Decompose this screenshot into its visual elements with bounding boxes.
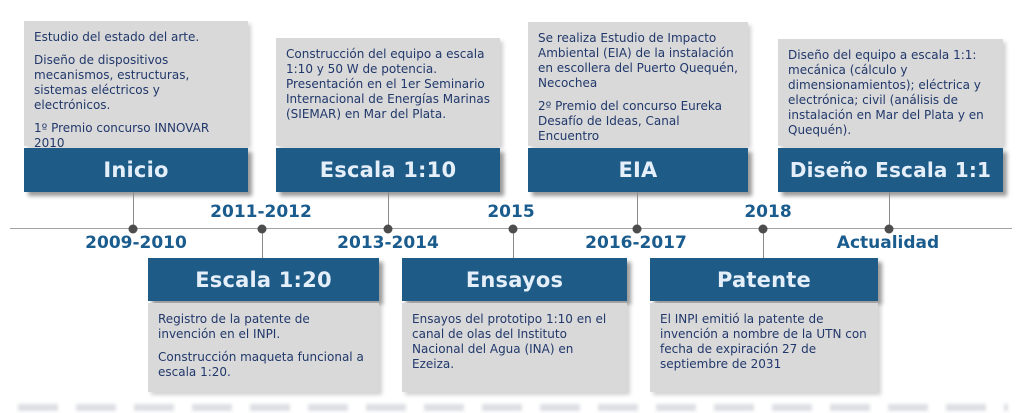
year-label-2009-2010: 2009-2010: [85, 233, 187, 253]
timeline-dot: [128, 224, 138, 234]
milestone-body-eia: Se realiza Estudio de Impacto Ambiental …: [528, 22, 748, 146]
year-label-2013-2014: 2013-2014: [337, 233, 439, 253]
timeline-dot: [508, 224, 518, 234]
year-label-2011-2012: 2011-2012: [210, 202, 312, 222]
milestone-paragraph: 2º Premio del concurso Eureka Desafío de…: [538, 99, 722, 143]
connector-line-diseno-escala-1-1: [889, 192, 890, 228]
connector-line-escala-1-10: [388, 192, 389, 228]
milestone-header-diseno-escala-1-1: Diseño Escala 1:1: [778, 148, 1003, 192]
year-label-actualidad: Actualidad: [836, 233, 940, 253]
cutoff-text-line: [18, 404, 1008, 411]
milestone-header-patente: Patente: [650, 258, 878, 301]
milestone-paragraph: Diseño de dispositivos mecanismos, estru…: [34, 53, 190, 112]
milestone-body-diseno-escala-1-1: Diseño del equipo a escala 1:1: mecánica…: [778, 39, 1003, 146]
milestone-paragraph: 1º Premio concurso INNOVAR 2010: [34, 121, 210, 150]
connector-line-escala-1-20: [262, 228, 263, 258]
timeline-dot: [884, 224, 894, 234]
milestone-header-ensayos: Ensayos: [402, 258, 627, 301]
milestone-paragraph: Registro de la patente de invención en e…: [158, 312, 310, 341]
milestone-body-patente: El INPI emitió la patente de invención a…: [650, 303, 878, 392]
year-label-2015: 2015: [487, 202, 535, 222]
milestone-paragraph: Construcción del equipo a escala 1:10 y …: [286, 47, 490, 121]
timeline-dot: [758, 224, 768, 234]
milestone-body-escala-1-10: Construcción del equipo a escala 1:10 y …: [276, 38, 500, 146]
connector-line-patente: [763, 228, 764, 258]
milestone-paragraph: Construcción maqueta funcional a escala …: [158, 350, 364, 379]
connector-line-ensayos: [513, 228, 514, 258]
milestone-header-escala-1-20: Escala 1:20: [148, 258, 379, 301]
milestone-body-escala-1-20: Registro de la patente de invención en e…: [148, 303, 379, 392]
milestone-paragraph: El INPI emitió la patente de invención a…: [660, 312, 867, 371]
milestone-paragraph: Ensayos del prototipo 1:10 en el canal d…: [412, 312, 607, 371]
milestone-paragraph: Estudio del estado del arte.: [34, 30, 200, 44]
milestone-paragraph: Diseño del equipo a escala 1:1: mecánica…: [788, 48, 984, 137]
timeline-dot: [632, 224, 642, 234]
connector-line-eia: [637, 192, 638, 228]
timeline-dot: [257, 224, 267, 234]
connector-line-inicio: [133, 192, 134, 228]
milestone-header-inicio: Inicio: [24, 148, 248, 192]
timeline-dot: [383, 224, 393, 234]
milestone-header-eia: EIA: [528, 148, 748, 192]
milestone-body-inicio: Estudio del estado del arte. Diseño de d…: [24, 21, 248, 150]
year-label-2018: 2018: [744, 202, 792, 222]
year-label-2016-2017: 2016-2017: [585, 233, 687, 253]
milestone-body-ensayos: Ensayos del prototipo 1:10 en el canal d…: [402, 303, 627, 392]
milestone-paragraph: Se realiza Estudio de Impacto Ambiental …: [538, 31, 738, 90]
milestone-header-escala-1-10: Escala 1:10: [276, 148, 500, 192]
